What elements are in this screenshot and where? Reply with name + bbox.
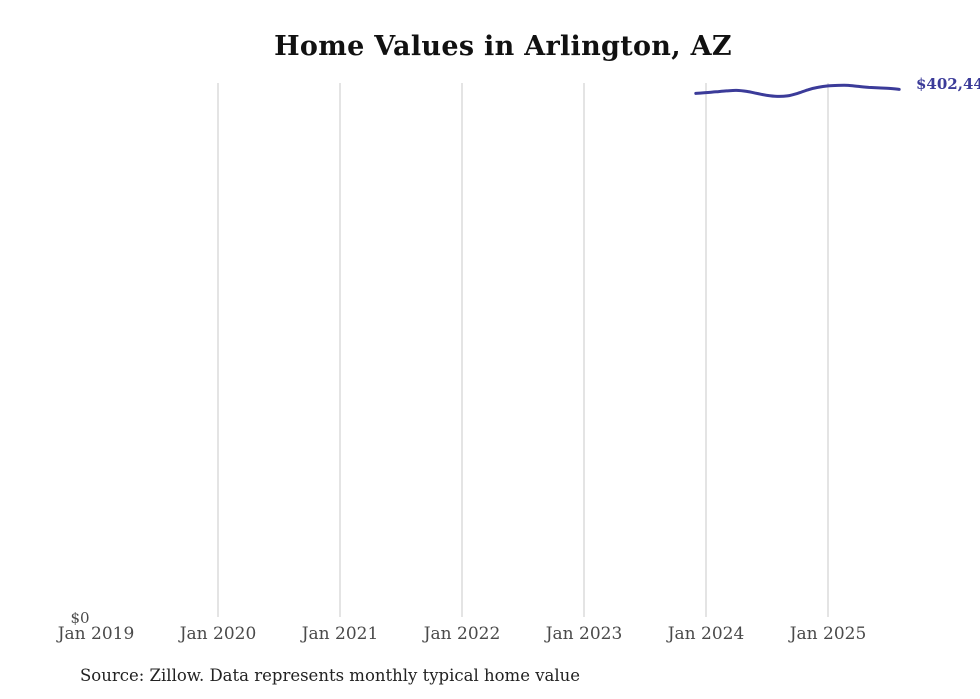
series-end-value-label: $402,444 (916, 75, 980, 93)
x-tick-label: Jan 2022 (423, 624, 501, 644)
x-tick-label: Jan 2021 (301, 624, 379, 644)
chart-title: Home Values in Arlington, AZ (274, 31, 732, 62)
home-value-line (694, 83, 901, 98)
x-tick-label: Jan 2019 (57, 624, 135, 644)
y-axis-zero-label: $0 (70, 609, 90, 627)
x-tick-label: Jan 2025 (789, 624, 867, 644)
x-tick-label: Jan 2023 (545, 624, 623, 644)
x-tick-label: Jan 2020 (179, 624, 257, 644)
source-attribution: Source: Zillow. Data represents monthly … (80, 666, 581, 685)
x-tick-label: Jan 2024 (667, 624, 745, 644)
